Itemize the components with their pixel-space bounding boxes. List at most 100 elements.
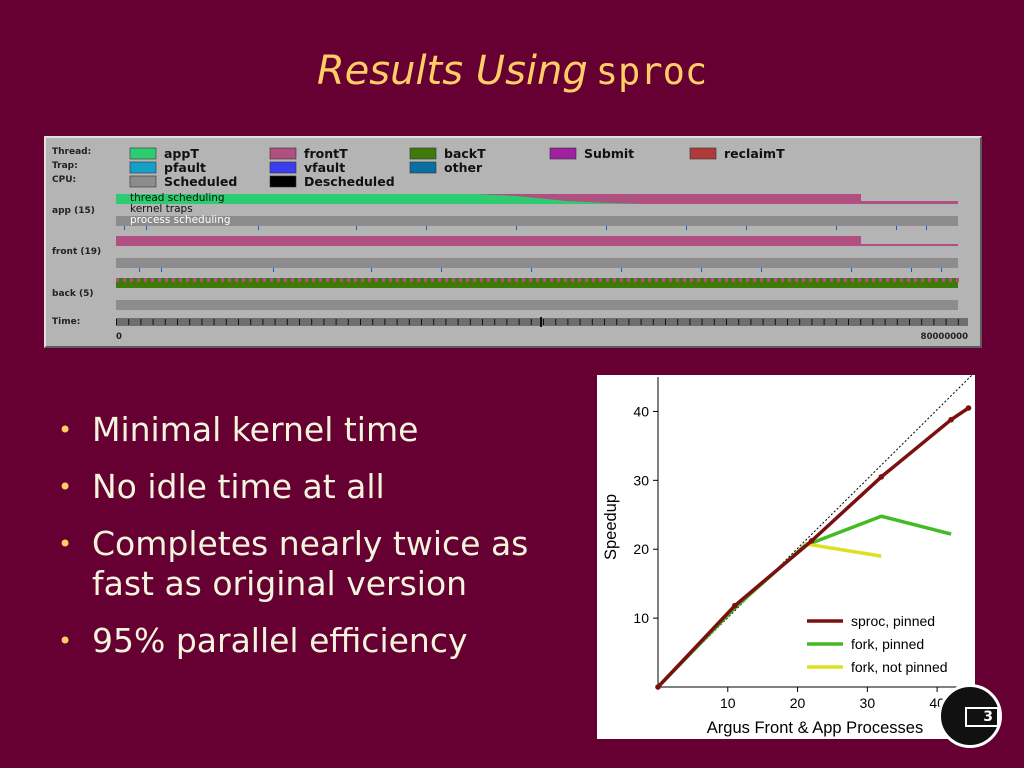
trace-time-tick [762, 319, 764, 325]
chart-point [878, 474, 885, 480]
trace-back-frontT-mark [270, 278, 273, 282]
trace-back-frontT-mark [725, 278, 728, 282]
legend-swatch-vfault [269, 161, 297, 174]
trace-back-frontT-mark [333, 278, 336, 282]
bullet-item: • No idle time at all [58, 467, 578, 507]
trace-back-frontT-mark [851, 278, 854, 282]
trace-visualization: Thread: Trap: CPU: app (15) front (19) back (… [44, 136, 982, 348]
bullet-text: No idle time at all [92, 467, 385, 506]
chart-point [948, 416, 954, 423]
trace-back-frontT-mark [865, 278, 868, 282]
trace-back-frontT-mark [718, 278, 721, 282]
trace-back-frontT-mark [830, 278, 833, 282]
chart-legend-label: fork, pinned [851, 636, 924, 652]
trace-time-tick [604, 319, 605, 325]
bullet-dot-icon: • [58, 530, 73, 558]
trace-back-frontT-mark [347, 278, 350, 282]
chart-point [731, 602, 738, 609]
trace-back-frontT-mark [396, 278, 399, 282]
trace-back-frontT-mark [179, 278, 182, 282]
trace-back-frontT-mark [886, 278, 889, 282]
trace-trap-mark [124, 226, 125, 230]
trace-back-frontT-mark [746, 278, 749, 282]
chart-y-tick-label: 10 [633, 610, 649, 626]
bullet-item: • 95% parallel efficiency [58, 621, 578, 661]
trace-back-frontT-mark [900, 278, 903, 282]
trace-trap-mark [441, 268, 442, 272]
trace-back-frontT-mark [445, 278, 448, 282]
trace-back-frontT-mark [256, 278, 259, 282]
trace-time-tick [787, 319, 788, 325]
trace-back-frontT-mark [907, 278, 910, 282]
trace-back-frontT-mark [928, 278, 931, 282]
trace-time-tick [286, 319, 288, 325]
trace-time-tick [860, 319, 862, 325]
trace-row-label-back: back (5) [52, 289, 93, 299]
trace-back-frontT-mark [634, 278, 637, 282]
trace-trap-mark [911, 268, 912, 272]
trace-trap-mark [701, 268, 702, 272]
trace-front-thread-bar [116, 236, 861, 246]
chart-y-tick-label: 30 [633, 472, 649, 488]
bullet-text: Completes nearly twice as fast as origin… [92, 524, 529, 603]
trace-back-frontT-mark [522, 278, 525, 282]
trace-back-frontT-mark [739, 278, 742, 282]
trace-row-label-front: front (19) [52, 247, 101, 257]
trace-back-frontT-mark [452, 278, 455, 282]
trace-back-frontT-mark [613, 278, 616, 282]
trace-trap-mark [926, 226, 927, 230]
chart-y-tick-label: 20 [633, 541, 649, 557]
chart-series-line-0 [656, 406, 970, 689]
trace-trap-mark [761, 268, 762, 272]
trace-back-frontT-mark [837, 278, 840, 282]
trace-row-label-trap: Trap: [52, 161, 78, 171]
trace-trap-mark [746, 226, 747, 230]
legend-label-reclaimt: reclaimT [724, 146, 785, 161]
trace-trap-mark [606, 226, 607, 230]
chart-x-axis-label: Argus Front & App Processes [707, 719, 923, 737]
trace-trap-mark [161, 268, 162, 272]
trace-back-frontT-mark [585, 278, 588, 282]
trace-time-tick [225, 319, 227, 325]
trace-back-frontT-mark [116, 278, 119, 282]
speedup-chart: 10 20 30 40 10 20 30 40 Argus Front & App Proces… [597, 375, 975, 739]
trace-back-frontT-mark [627, 278, 630, 282]
trace-overlay-label: thread scheduling [130, 192, 225, 204]
trace-time-tick [213, 319, 215, 325]
trace-back-frontT-mark [704, 278, 707, 282]
trace-time-tick [774, 319, 776, 325]
trace-back-frontT-mark [354, 278, 357, 282]
trace-back-frontT-mark [487, 278, 490, 282]
trace-back-frontT-mark [123, 278, 126, 282]
chart-x-tick-label: 10 [720, 695, 736, 711]
trace-row-label-app: app (15) [52, 206, 95, 216]
trace-front-thread-tail [861, 244, 958, 246]
trace-back-frontT-mark [326, 278, 329, 282]
trace-time-tick [274, 319, 276, 325]
trace-time-tick [360, 319, 361, 325]
slide-title-text: Results Using [316, 48, 588, 94]
trace-back-frontT-mark [431, 278, 434, 282]
trace-app-traps [116, 206, 958, 211]
trace-time-tick [933, 319, 935, 325]
trace-back-frontT-mark [508, 278, 511, 282]
trace-back-frontT-mark [921, 278, 924, 282]
trace-time-tick [116, 319, 117, 325]
chart-x-tick-label: 20 [790, 695, 806, 711]
trace-back-frontT-mark [158, 278, 161, 282]
trace-back-frontT-mark [368, 278, 371, 282]
trace-back-frontT-mark [501, 278, 504, 282]
trace-svg: Thread: Trap: CPU: app (15) front (19) back (… [52, 146, 968, 342]
trace-back-frontT-mark [802, 278, 805, 282]
trace-time-tick [530, 319, 532, 325]
trace-back-frontT-mark [697, 278, 700, 282]
trace-back-frontT-mark [788, 278, 791, 282]
trace-back-frontT-mark [389, 278, 392, 282]
legend-label-other: other [444, 160, 483, 175]
chart-point [655, 684, 661, 690]
trace-back-frontT-mark [228, 278, 231, 282]
trace-time-tick [896, 319, 898, 325]
trace-time-tick [579, 319, 581, 325]
trace-time-end: 80000000 [921, 332, 968, 342]
